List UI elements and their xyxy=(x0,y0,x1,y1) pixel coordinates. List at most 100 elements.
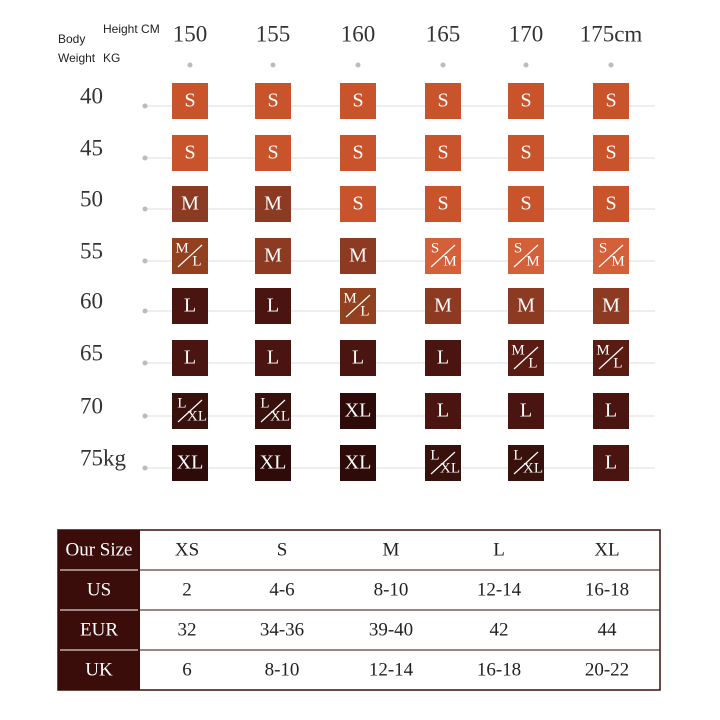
size-slash xyxy=(513,346,539,370)
size-cell xyxy=(340,186,376,222)
size-label: S xyxy=(520,142,531,164)
size-top: L xyxy=(260,395,269,411)
size-grid: 150 155 160 165 170 175cm 40 S S S S S S 45 S S S S S S 50 M M… xyxy=(80,21,655,481)
size-top: L xyxy=(430,447,439,463)
size-top: S xyxy=(514,240,522,256)
size-bottom: L xyxy=(613,355,622,371)
table-cell: 44 xyxy=(598,619,618,640)
size-cell xyxy=(340,83,376,119)
size-cell xyxy=(255,340,291,376)
size-cell xyxy=(593,186,629,222)
size-cell xyxy=(593,288,629,324)
size-label: L xyxy=(520,400,532,422)
size-label: L xyxy=(184,347,196,369)
size-cell xyxy=(425,393,461,429)
row-header: EUR xyxy=(80,619,118,640)
size-cell xyxy=(508,83,544,119)
size-top: M xyxy=(511,342,524,358)
kg-label: KG xyxy=(103,51,120,65)
row-dot xyxy=(142,308,148,314)
size-cell xyxy=(255,288,291,324)
height-value: 160 xyxy=(341,21,376,46)
table-cell: 2 xyxy=(182,579,192,600)
table-cell: XS xyxy=(175,539,199,560)
size-cell xyxy=(172,445,208,481)
size-label: L xyxy=(437,400,449,422)
size-top: M xyxy=(175,240,188,256)
table-cell: 16-18 xyxy=(477,659,521,680)
row-header: US xyxy=(87,579,111,600)
size-bottom: XL xyxy=(270,408,290,424)
size-top: S xyxy=(599,240,607,256)
size-cell xyxy=(255,238,291,274)
size-top: M xyxy=(343,290,356,306)
table-cell: XL xyxy=(594,539,619,560)
size-bottom: L xyxy=(192,253,201,269)
size-top: S xyxy=(431,240,439,256)
table-cell: 12-14 xyxy=(369,659,414,680)
size-label: S xyxy=(605,90,616,112)
size-label: M xyxy=(264,193,282,215)
size-cell xyxy=(255,445,291,481)
table-cell: 8-10 xyxy=(374,579,409,600)
size-label: S xyxy=(352,90,363,112)
size-label: S xyxy=(184,142,195,164)
table-cell: 6 xyxy=(182,659,192,680)
row-dot xyxy=(142,360,148,366)
size-bottom: XL xyxy=(187,408,207,424)
table-cell: 34-36 xyxy=(260,619,304,640)
size-cell xyxy=(593,135,629,171)
size-top: L xyxy=(513,447,522,463)
weight-value: 40 xyxy=(80,83,103,108)
size-cell xyxy=(508,135,544,171)
size-slash xyxy=(513,244,539,268)
size-bottom: M xyxy=(611,253,624,269)
weight-label: Weight xyxy=(58,51,96,65)
size-cell xyxy=(172,186,208,222)
table-cell: 32 xyxy=(178,619,197,640)
size-label: M xyxy=(602,295,620,317)
size-label: S xyxy=(267,142,278,164)
size-bottom: XL xyxy=(440,460,460,476)
weight-value: 50 xyxy=(80,186,103,211)
size-label: S xyxy=(352,142,363,164)
table-cell: L xyxy=(493,539,505,560)
size-cell xyxy=(508,288,544,324)
size-label: S xyxy=(437,90,448,112)
row-dot xyxy=(142,155,148,161)
column-dot xyxy=(523,62,529,68)
size-label: S xyxy=(352,193,363,215)
size-slash xyxy=(598,244,624,268)
size-label: XL xyxy=(345,400,372,422)
size-label: M xyxy=(349,245,367,267)
size-label: M xyxy=(181,193,199,215)
weight-value: 60 xyxy=(80,288,103,313)
table-cell: 4-6 xyxy=(269,579,294,600)
size-slash xyxy=(513,451,539,475)
size-slash xyxy=(598,346,624,370)
row-dot xyxy=(142,258,148,264)
weight-value: 55 xyxy=(80,238,103,263)
size-label: S xyxy=(605,142,616,164)
column-dot xyxy=(270,62,276,68)
size-label: M xyxy=(434,295,452,317)
size-cell xyxy=(508,186,544,222)
row-header: UK xyxy=(85,659,113,680)
size-label: S xyxy=(520,193,531,215)
table-cell: 16-18 xyxy=(585,579,629,600)
table-cell: M xyxy=(383,539,400,560)
row-dot xyxy=(142,103,148,109)
size-label: L xyxy=(605,452,617,474)
size-slash xyxy=(177,399,203,423)
size-bottom: XL xyxy=(523,460,543,476)
size-slash xyxy=(430,244,456,268)
size-cell xyxy=(255,135,291,171)
column-dot xyxy=(608,62,614,68)
row-dot xyxy=(142,206,148,212)
size-label: XL xyxy=(345,452,372,474)
weight-value: 75kg xyxy=(80,445,127,470)
size-slash xyxy=(430,451,456,475)
size-cell xyxy=(340,238,376,274)
size-cell xyxy=(172,83,208,119)
